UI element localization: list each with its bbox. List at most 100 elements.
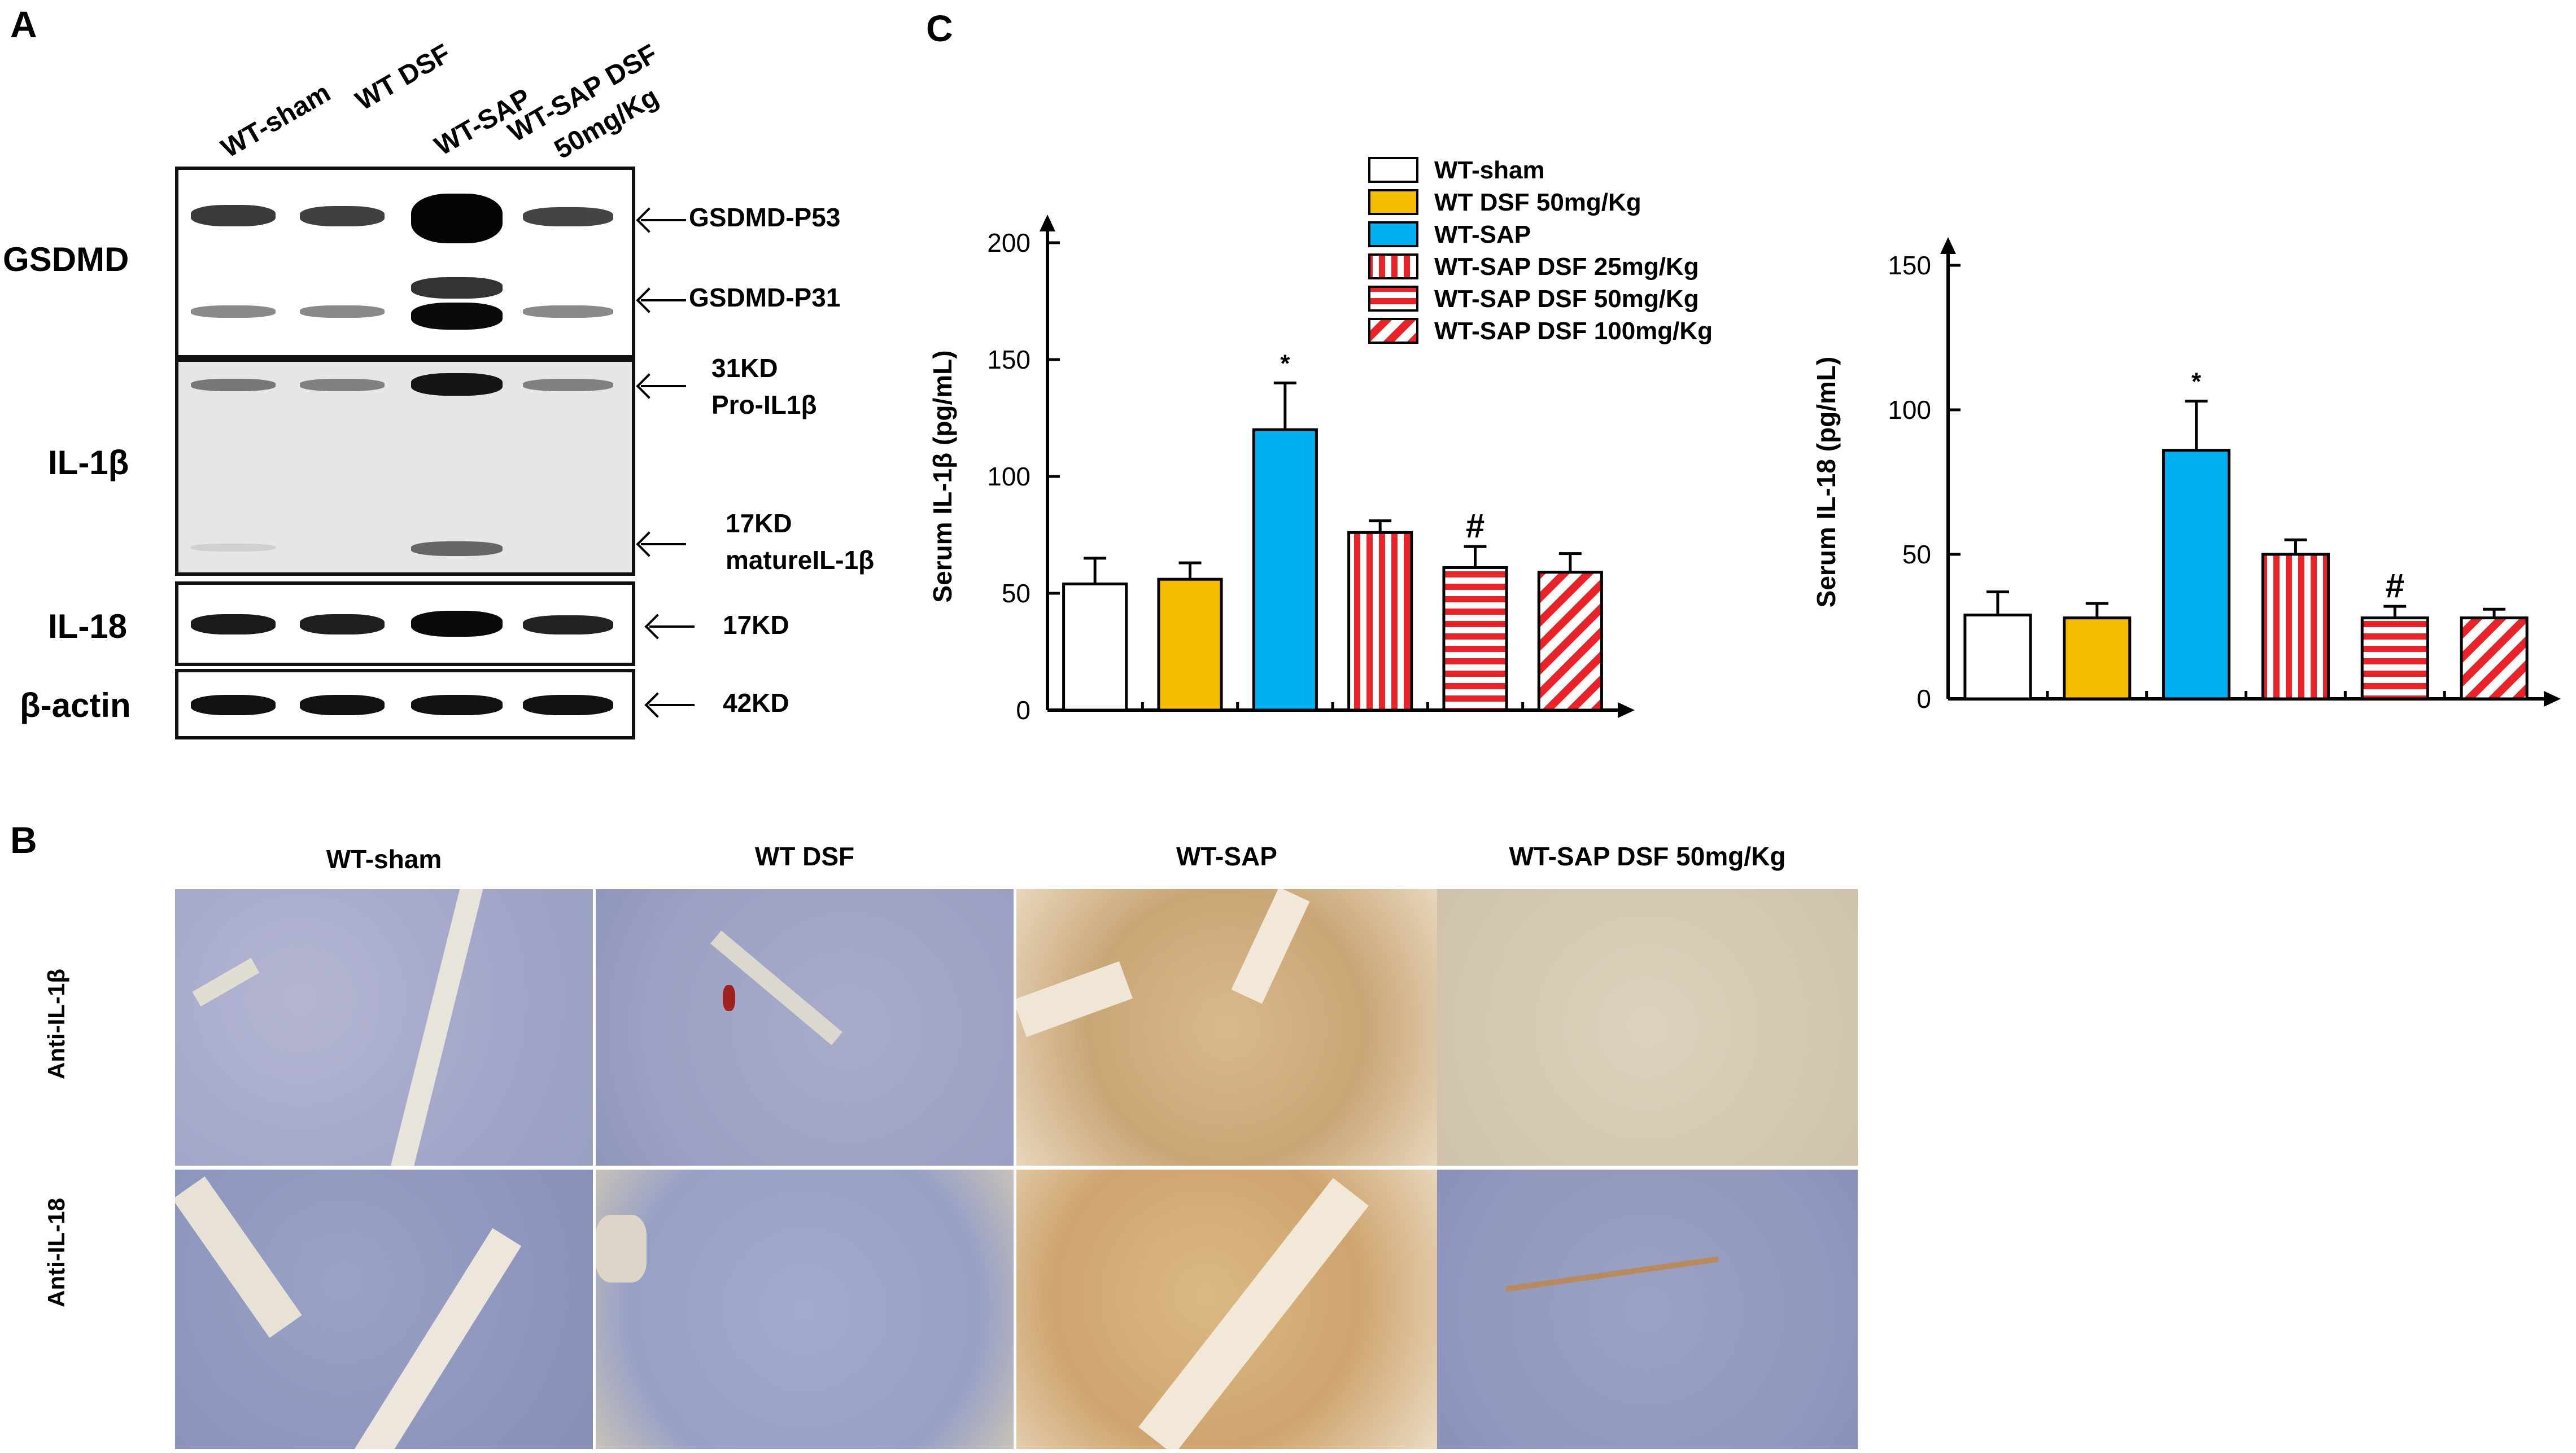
actin-blot: [175, 669, 635, 739]
y-axis-arrow-icon: [1040, 215, 1055, 231]
significance-mark: #: [1466, 507, 1485, 545]
arrow-icon: [641, 219, 686, 221]
legend-swatch: [1368, 189, 1418, 215]
bar: [2261, 553, 2330, 701]
y-tick-label: 0: [1016, 695, 1031, 725]
bar: [1537, 571, 1603, 712]
band: [300, 379, 385, 391]
col-title-wt-sham: WT-sham: [326, 844, 442, 874]
row-label-anti-il1b: Anti-IL-1β: [43, 969, 69, 1079]
micrograph-il1b-wt-dsf: [596, 889, 1014, 1166]
legend-swatch: [1368, 157, 1418, 183]
significance-mark: *: [1280, 349, 1290, 377]
y-axis-label: Serum IL-1β (pg/mL): [928, 350, 957, 602]
legend-label: WT-SAP DSF 25mg/Kg: [1434, 253, 1699, 281]
bar: [2460, 616, 2529, 701]
band: [523, 379, 613, 391]
arrow-icon: [641, 299, 686, 301]
gsdmd-blot: [175, 167, 635, 358]
label-il1b-pro-kd: 31KD: [711, 353, 778, 383]
band: [191, 544, 276, 552]
band: [411, 541, 503, 556]
band: [411, 373, 503, 396]
row-label-il18: IL-18: [48, 607, 128, 645]
x-axis-arrow-icon: [1618, 702, 1635, 718]
row-label-il1b: IL-1β: [48, 444, 129, 482]
band: [191, 305, 276, 318]
x-axis-arrow-icon: [2544, 691, 2561, 707]
y-tick-label: 150: [987, 345, 1031, 374]
band: [300, 614, 385, 634]
bar: [2360, 616, 2429, 701]
band: [411, 303, 503, 330]
panel-a-letter: A: [10, 3, 37, 45]
row-label-anti-il18: Anti-IL-18: [43, 1198, 69, 1307]
band: [523, 207, 613, 226]
bar: [1157, 577, 1223, 712]
col-title-wt-sap: WT-SAP: [1176, 842, 1277, 871]
chart-legend: WT-sham WT DSF 50mg/Kg WT-SAP WT-SAP DSF 25…: [1368, 156, 1713, 345]
micrograph-il18-wt-sap-dsf: [1437, 1170, 1858, 1449]
legend-swatch: [1368, 221, 1418, 247]
bar: [1252, 428, 1318, 712]
significance-mark: #: [2386, 567, 2404, 605]
col-title-wt-dsf: WT DSF: [754, 842, 855, 871]
band: [300, 305, 385, 318]
legend-label: WT-SAP DSF 50mg/Kg: [1434, 285, 1699, 313]
micrograph-il1b-wt-sham: [175, 889, 593, 1166]
y-tick-label: 150: [1888, 251, 1931, 280]
y-axis-arrow-icon: [1940, 237, 1956, 254]
band: [523, 695, 613, 715]
il18-chart: 0 50 100 150 Serum IL-18 (pg/mL) * #: [1811, 237, 2561, 714]
y-tick-label: 200: [987, 228, 1031, 257]
label-il1b-mat: matureIL-1β: [726, 545, 875, 575]
legend-label: WT-SAP: [1434, 221, 1531, 248]
arrow-icon: [649, 704, 695, 706]
il18-blot: [175, 581, 635, 666]
bar: [2063, 616, 2132, 701]
panel-c-letter: C: [926, 7, 953, 49]
arrow-icon: [641, 543, 686, 545]
legend-label: WT-sham: [1434, 156, 1545, 184]
legend-swatch: [1368, 286, 1418, 312]
il1b-chart: 0 50 100 150 200 Serum IL-1β (pg/mL) * #: [928, 215, 1635, 725]
bar: [1442, 566, 1508, 712]
significance-mark: *: [2191, 368, 2202, 396]
band: [191, 379, 276, 391]
micrograph-il18-wt-sap: [1016, 1170, 1437, 1449]
y-tick-label: 100: [1888, 395, 1931, 424]
band: [411, 194, 503, 243]
label-il18-kd: 17KD: [723, 610, 789, 640]
y-tick-label: 100: [987, 462, 1031, 491]
row-label-actin: β-actin: [20, 686, 131, 724]
band: [300, 695, 385, 715]
bar: [1963, 614, 2032, 701]
label-gsdmd-p53: GSDMD-P53: [689, 203, 841, 232]
micrograph-il18-wt-sham: [175, 1170, 593, 1449]
band: [191, 205, 276, 226]
label-il1b-pro: Pro-IL1β: [711, 390, 817, 419]
label-actin-kd: 42KD: [723, 688, 789, 717]
legend-swatch: [1368, 253, 1418, 279]
legend-label: WT DSF 50mg/Kg: [1434, 189, 1641, 216]
micrograph-il1b-wt-sap: [1016, 889, 1437, 1166]
band: [411, 611, 503, 637]
y-tick-label: 50: [1902, 540, 1931, 569]
band: [300, 206, 385, 226]
bar: [1062, 582, 1128, 712]
band: [191, 614, 276, 634]
bar: [2162, 449, 2231, 701]
band: [191, 695, 276, 715]
band: [411, 277, 503, 299]
y-axis-label: Serum IL-18 (pg/mL): [1811, 357, 1841, 608]
charts-svg: 0 50 100 150 200 Serum IL-1β (pg/mL) * # 0 50 100…: [928, 156, 2561, 725]
il1b-blot: [175, 358, 635, 576]
arrow-icon: [649, 625, 695, 628]
y-tick-label: 0: [1916, 684, 1931, 714]
legend-label: WT-SAP DSF 100mg/Kg: [1434, 317, 1713, 345]
arrow-icon: [641, 385, 686, 387]
label-gsdmd-p31: GSDMD-P31: [689, 283, 841, 312]
micrograph-il18-wt-dsf: [596, 1170, 1014, 1449]
row-label-gsdmd: GSDMD: [3, 240, 129, 278]
legend-swatch: [1368, 318, 1418, 344]
